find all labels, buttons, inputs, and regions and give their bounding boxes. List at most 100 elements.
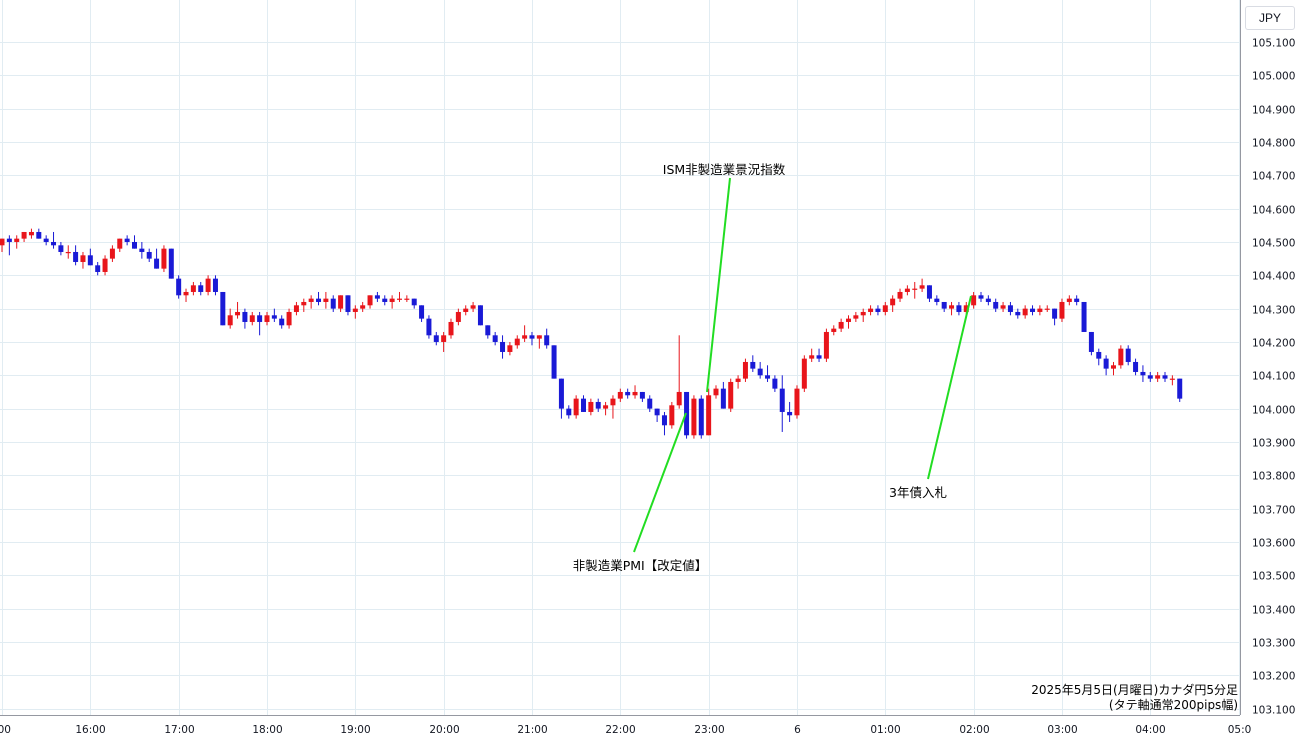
candle-body (1044, 308, 1050, 310)
candle-body (345, 295, 351, 312)
candle-body (772, 378, 778, 389)
candle-down (1030, 305, 1036, 316)
candle-body (742, 361, 748, 379)
candle-up (109, 245, 115, 262)
candle-down (875, 305, 881, 316)
candle-body (838, 321, 844, 329)
candle-body (389, 298, 395, 302)
candle-up (588, 398, 594, 416)
annotation-leader-line (633, 412, 687, 553)
candle-body (522, 335, 528, 339)
candle-down (1015, 308, 1021, 319)
candle-body (934, 298, 940, 302)
candle-body (396, 298, 402, 300)
candle-body (868, 308, 874, 312)
candle-up (293, 301, 299, 316)
candle-down (595, 398, 601, 412)
candle-down (257, 311, 263, 336)
candle-down (1074, 295, 1080, 306)
candle-body (831, 328, 837, 332)
candle-up (669, 401, 675, 429)
candle-up (632, 385, 638, 399)
candle-body (1147, 375, 1153, 379)
candle-body (904, 288, 910, 292)
candle-up (897, 288, 903, 302)
candle-up (831, 325, 837, 336)
candle-up (536, 335, 542, 349)
candle-down (345, 295, 351, 316)
candle-up (264, 311, 270, 326)
candle-body (956, 305, 962, 312)
candle-body (890, 298, 896, 306)
candle-body (963, 305, 969, 312)
candle-body (6, 238, 12, 242)
candle-up (396, 291, 402, 302)
candle-down (485, 325, 491, 339)
annotation-label: 非製造業PMI【改定値】 (573, 558, 708, 573)
price-tick-label: 104.700 (1252, 171, 1295, 183)
price-tick-label: 104.900 (1252, 105, 1295, 117)
candle-up (713, 385, 719, 399)
candle-up (919, 278, 925, 292)
candle-body (882, 305, 888, 312)
candle-body (661, 415, 667, 426)
event-annotation: 3年債入札 (889, 295, 972, 500)
price-tick-label: 103.300 (1252, 638, 1295, 650)
candle-body (698, 398, 704, 436)
candle-body (713, 388, 719, 396)
candle-down (43, 235, 49, 246)
currency-badge[interactable]: JPY (1245, 6, 1295, 30)
candle-body (993, 301, 999, 309)
candle-down (1125, 345, 1131, 366)
candle-body (1022, 308, 1028, 316)
candle-body (529, 335, 535, 339)
candle-body (1096, 351, 1102, 359)
candle-down (154, 248, 160, 269)
candle-down (87, 248, 93, 266)
annotation-leader-line (706, 177, 731, 393)
candle-body (176, 278, 182, 296)
candle-body (941, 301, 947, 309)
candle-body (183, 291, 189, 296)
candle-up (971, 291, 977, 309)
candle-body (500, 341, 506, 352)
candle-down (1088, 331, 1094, 356)
time-tick-label: 04:00 (1135, 724, 1165, 736)
candle-body (573, 398, 579, 416)
candle-body (750, 361, 756, 369)
candle-body (632, 391, 638, 396)
candle-up (1169, 375, 1175, 386)
candle-down (212, 275, 218, 296)
candle-body (1133, 361, 1139, 372)
candle-up (838, 318, 844, 332)
price-axis: 105.100 105.000 104.900 104.800 104.700 104.6… (1252, 38, 1295, 717)
candle-body (190, 285, 196, 292)
candle-body (220, 291, 226, 326)
candle-down (198, 281, 204, 296)
candle-up (691, 395, 697, 439)
candle-down (382, 295, 388, 306)
candle-down (131, 235, 137, 249)
candle-up (190, 281, 196, 296)
candle-body (374, 295, 380, 299)
candle-body (492, 335, 498, 342)
candle-down (433, 331, 439, 346)
candle-up (890, 295, 896, 312)
candle-body (853, 315, 859, 319)
candle-up (868, 305, 874, 316)
candle-body (1118, 348, 1124, 366)
candle-up (65, 245, 71, 259)
candle-body (58, 245, 64, 252)
candle-body (463, 308, 469, 312)
candle-body (146, 251, 152, 259)
candle-up (617, 388, 623, 402)
candle-up (706, 388, 712, 436)
candle-body (271, 315, 277, 319)
price-tick-label: 103.500 (1252, 571, 1295, 583)
candle-body (794, 388, 800, 416)
candle-up (912, 281, 918, 299)
candle-up (1110, 361, 1116, 376)
candle-down (73, 245, 79, 266)
candle-up (470, 301, 476, 312)
candle-down (419, 305, 425, 322)
